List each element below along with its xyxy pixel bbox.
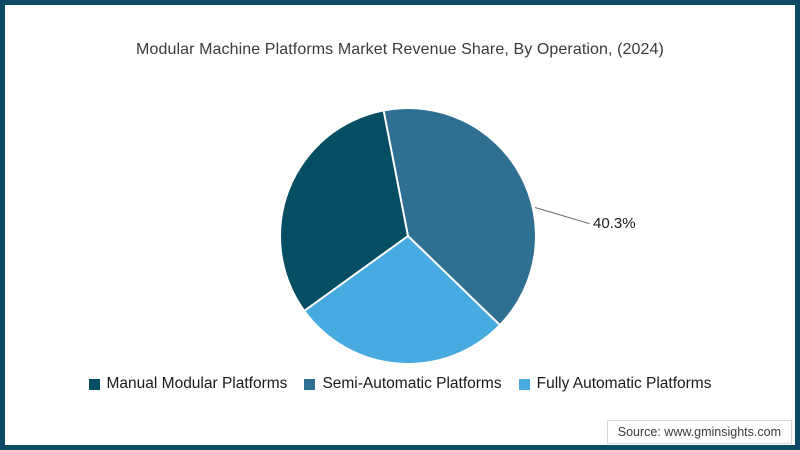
- legend-label: Semi-Automatic Platforms: [322, 375, 502, 392]
- annotation-leader-line: [534, 207, 590, 225]
- legend-swatch-semi-automatic-platforms: [304, 378, 316, 390]
- legend-item-fully-automatic-platforms: Fully Automatic Platforms: [518, 375, 712, 393]
- chart-title: Modular Machine Platforms Market Revenue…: [136, 41, 664, 58]
- slice-separator-line: [407, 235, 500, 326]
- legend-label: Manual Modular Platforms: [106, 375, 288, 392]
- pie-slice-fully-automatic-platforms: [305, 236, 500, 363]
- slice-separator-line: [304, 235, 409, 312]
- slice-separator-line: [382, 111, 409, 237]
- legend-item-manual-modular-platforms: Manual Modular Platforms: [88, 375, 288, 393]
- legend-swatch-manual-modular-platforms: [88, 378, 100, 390]
- source-box: Source: www.gminsights.com: [606, 420, 792, 444]
- pie-slice-semi-automatic-platforms: [383, 109, 535, 325]
- slice-value-label: 40.3%: [593, 215, 636, 232]
- source-text: Source: www.gminsights.com: [617, 425, 781, 439]
- legend-swatch-fully-automatic-platforms: [518, 378, 530, 390]
- legend-item-semi-automatic-platforms: Semi-Automatic Platforms: [304, 375, 502, 393]
- legend-label: Fully Automatic Platforms: [536, 375, 712, 392]
- legend: Manual Modular Platforms Semi-Automatic …: [5, 375, 795, 393]
- pie-slice-manual-modular-platforms: [281, 111, 408, 311]
- pie-chart: [281, 109, 535, 363]
